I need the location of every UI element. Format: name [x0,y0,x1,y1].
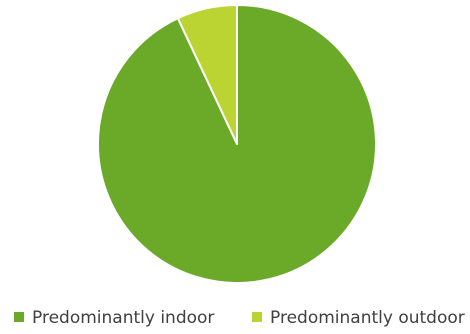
legend-label-predominantly-indoor: Predominantly indoor [32,308,214,328]
legend-item-predominantly-indoor[interactable]: Predominantly indoor [14,308,214,328]
legend-label-predominantly-outdoor: Predominantly outdoor [270,308,465,328]
legend: Predominantly indoor Predominantly outdo… [14,308,465,328]
pie-slice-predominantly-outdoor[interactable] [176,4,238,145]
legend-swatch-predominantly-outdoor [252,312,262,322]
legend-swatch-predominantly-indoor [14,312,24,322]
legend-item-predominantly-outdoor[interactable]: Predominantly outdoor [252,308,465,328]
pie-slices [97,4,377,284]
